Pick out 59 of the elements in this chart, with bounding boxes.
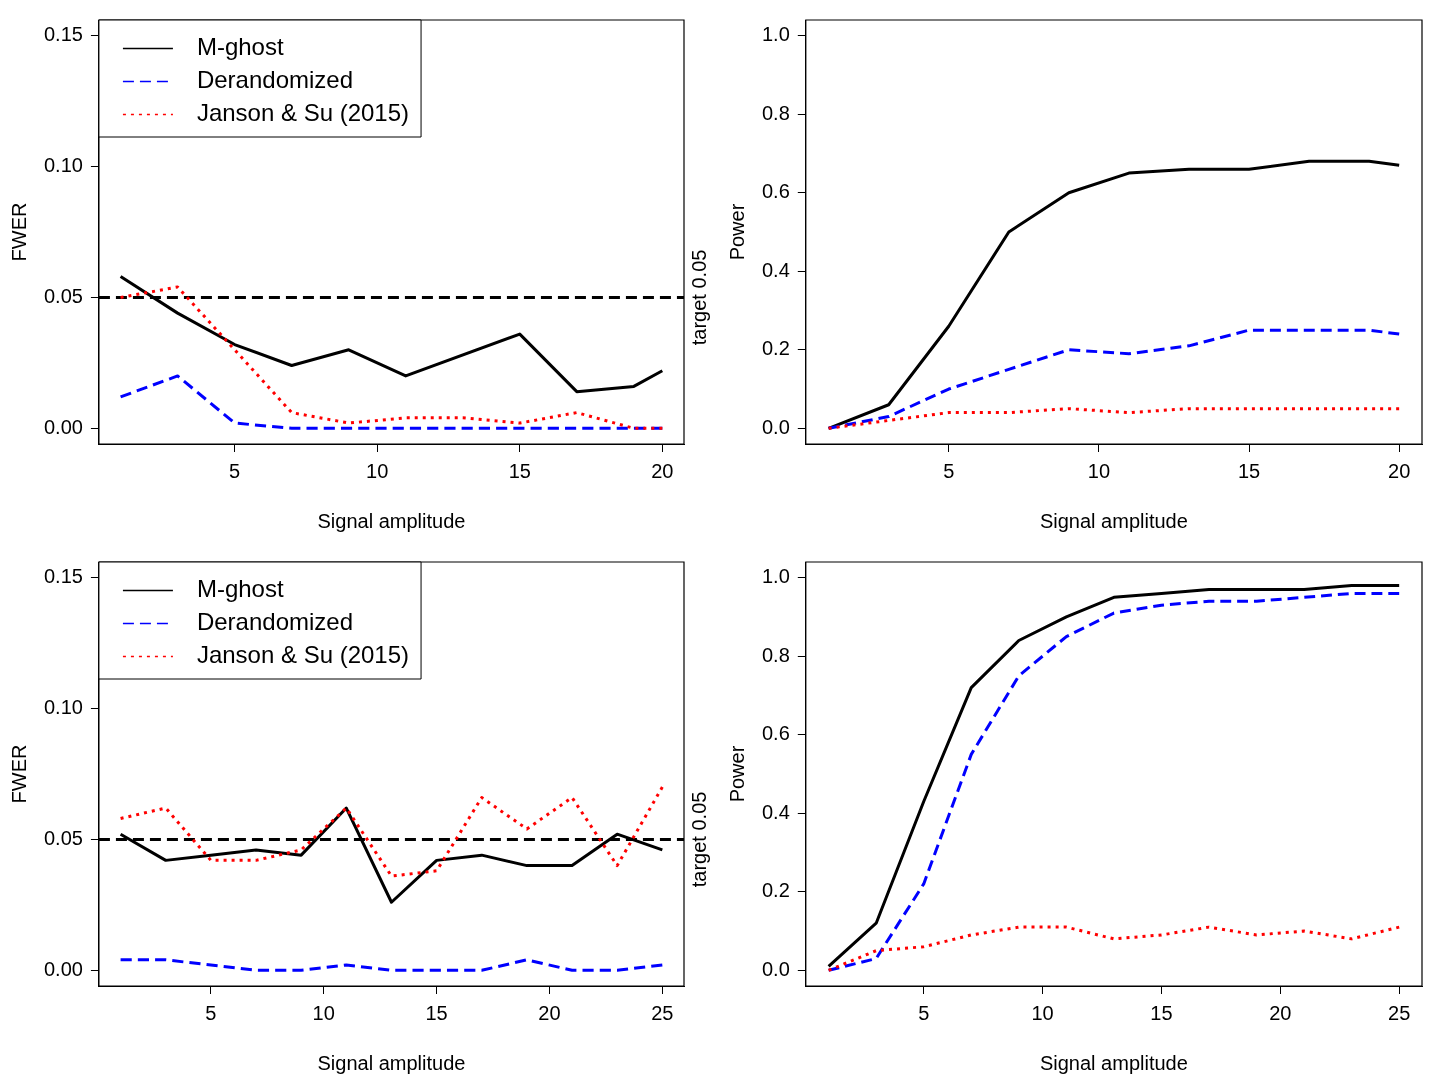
x-tick-label: 25 — [651, 1001, 674, 1024]
ref-line-label: target 0.05 — [687, 791, 710, 888]
ref-line-label: target 0.05 — [687, 249, 710, 346]
x-tick-label: 20 — [538, 1001, 561, 1024]
line-series — [119, 285, 664, 430]
y-tick-label: 0.00 — [43, 415, 83, 438]
x-tick-label: 10 — [366, 459, 389, 482]
x-tick-label: 20 — [1269, 1001, 1292, 1024]
x-tick-label: 20 — [1388, 459, 1411, 482]
x-tick-label: 15 — [508, 459, 531, 482]
y-tick-label: 0.15 — [43, 565, 83, 588]
y-axis-title: Power — [725, 203, 748, 261]
x-tick-label: 15 — [425, 1001, 448, 1024]
x-tick-label: 5 — [205, 1001, 217, 1024]
y-axis-title: FWER — [7, 744, 30, 804]
y-tick-label: 0.8 — [761, 101, 790, 124]
x-tick-label: 25 — [1388, 1001, 1411, 1024]
y-tick-label: 0.10 — [43, 154, 83, 177]
x-tick-label: 20 — [651, 459, 674, 482]
y-tick-label: 0.8 — [761, 643, 790, 666]
legend-label: M-ghost — [196, 33, 284, 61]
x-tick-label: 15 — [1237, 459, 1261, 482]
y-tick-label: 0.05 — [43, 284, 83, 307]
legend-label: M-ghost — [196, 575, 284, 603]
legend-label: Janson & Su (2015) — [196, 641, 410, 669]
x-tick-label: 15 — [1150, 1001, 1173, 1024]
line-series — [827, 328, 1401, 430]
x-tick-label: 10 — [312, 1001, 335, 1024]
y-tick-label: 1.0 — [761, 23, 790, 46]
y-tick-label: 0.0 — [761, 957, 790, 980]
legend-label: Derandomized — [196, 608, 354, 636]
x-axis-title: Signal amplitude — [317, 1051, 466, 1074]
x-tick-label: 10 — [1031, 1001, 1054, 1024]
y-tick-label: 0.4 — [761, 258, 790, 281]
legend-label: Janson & Su (2015) — [196, 99, 410, 127]
line-series — [827, 407, 1401, 430]
y-tick-label: 0.6 — [761, 180, 790, 203]
y-tick-label: 0.2 — [761, 879, 790, 902]
y-tick-label: 1.0 — [761, 565, 790, 588]
y-axis-title: Power — [725, 745, 748, 803]
x-tick-label: 5 — [229, 459, 241, 482]
y-tick-label: 0.0 — [761, 415, 790, 438]
y-tick-label: 0.05 — [43, 826, 83, 849]
x-axis-title: Signal amplitude — [1039, 509, 1188, 532]
x-axis-title: Signal amplitude — [1039, 1051, 1188, 1074]
line-series — [119, 785, 664, 878]
x-tick-label: 5 — [918, 1001, 930, 1024]
x-tick-label: 10 — [1087, 459, 1111, 482]
y-tick-label: 0.4 — [761, 800, 790, 823]
y-axis-title: FWER — [7, 202, 30, 262]
y-tick-label: 0.6 — [761, 722, 790, 745]
y-tick-label: 0.10 — [43, 696, 83, 719]
y-tick-label: 0.15 — [43, 23, 83, 46]
y-tick-label: 0.2 — [761, 337, 790, 360]
line-series — [827, 925, 1401, 972]
x-axis-title: Signal amplitude — [317, 509, 466, 532]
y-tick-label: 0.00 — [43, 957, 83, 980]
x-tick-label: 5 — [943, 459, 955, 482]
legend-label: Derandomized — [196, 66, 354, 94]
